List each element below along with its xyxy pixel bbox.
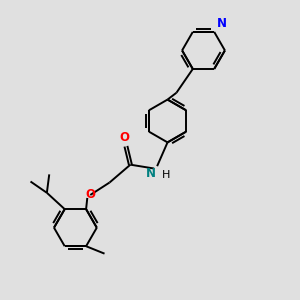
Text: N: N [146,167,156,180]
Text: H: H [162,170,170,180]
Text: O: O [85,188,95,202]
Text: O: O [119,131,129,144]
Text: N: N [217,17,226,30]
